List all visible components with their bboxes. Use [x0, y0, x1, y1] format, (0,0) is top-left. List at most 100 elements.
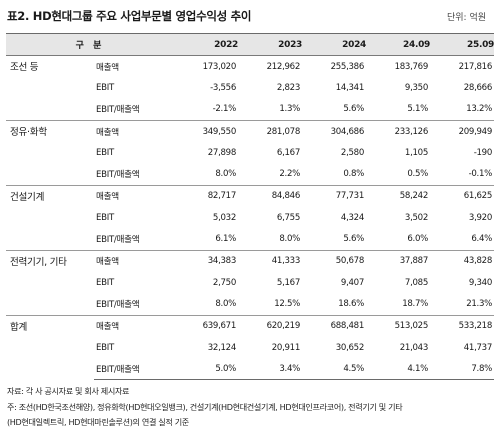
value-cell: 18.6%: [338, 298, 365, 309]
table-row: 건설기계 매출액 82,717 84,846 77,731 58,242 61,625: [6, 184, 495, 251]
table-row: 조선 등 매출액 173,020 212,962 255,386 183,769 217,8…: [6, 55, 495, 121]
value-cell: 9,407: [340, 277, 365, 288]
metric-label: 매출액: [94, 55, 175, 78]
metric-label: EBIT: [96, 342, 114, 353]
table-row: EBIT/매출액 8.0% 2.2% 0.8% 0.5% -0.1%: [6, 163, 494, 185]
value-cell: 7,085: [404, 277, 429, 288]
metric-label: EBIT/매출액: [96, 235, 140, 246]
value-cell: 212,962: [238, 55, 303, 78]
value-cell: 2.2%: [279, 169, 301, 180]
value-cell: 173,020: [174, 55, 239, 78]
value-cell: 20,911: [271, 342, 301, 353]
value-cell: 5.6%: [343, 104, 365, 115]
value-cell: 28,666: [463, 82, 493, 93]
footnote: (HD현대일렉트릭, HD현대마린솔루션)의 연결 실적 기준: [7, 417, 189, 427]
value-cell: 2,750: [212, 277, 237, 288]
value-cell: 43,828: [430, 249, 495, 272]
metric-label: EBIT/매출액: [96, 170, 140, 181]
value-cell: 7.8%: [430, 358, 495, 381]
segment-label: 조선 등: [6, 55, 94, 121]
metric-label: EBIT: [96, 212, 114, 223]
value-cell: -190: [473, 147, 493, 158]
value-cell: 0.5%: [407, 169, 429, 180]
segment-label: 정유·화학: [6, 119, 94, 186]
table-row: EBIT 5,032 6,755 4,324 3,502 3,920: [6, 207, 494, 228]
value-cell: 12.5%: [274, 298, 301, 309]
value-cell: 6.0%: [407, 234, 429, 245]
value-cell: 217,816: [430, 55, 495, 78]
value-cell: 61,625: [430, 184, 495, 208]
value-cell: 4.1%: [366, 358, 431, 381]
metric-label: EBIT/매출액: [96, 299, 140, 310]
value-cell: -0.1%: [468, 169, 493, 180]
header-year: 2024: [302, 33, 366, 56]
value-cell: 3,502: [404, 212, 429, 223]
value-cell: 14,341: [335, 82, 365, 93]
table-row: 전력기기, 기타 매출액 34,383 41,333 50,678 37,887 43,82…: [6, 249, 495, 316]
value-cell: 13.2%: [466, 104, 493, 115]
value-cell: -2.1%: [212, 104, 237, 115]
header-year: 25.09: [430, 33, 494, 56]
metric-label: EBIT: [96, 82, 114, 93]
source-note: 자료: 각 사 공시자료 및 회사 제시자료: [7, 386, 130, 396]
value-cell: 82,717: [174, 184, 239, 208]
table-row: EBIT/매출액 5.0% 3.4% 4.5% 4.1% 7.8%: [6, 358, 495, 381]
value-cell: 5,167: [276, 277, 301, 288]
data-table: 구 분 2022 2023 2024 24.09 25.09 조선 등 매출액 17…: [6, 33, 495, 381]
value-cell: 84,846: [238, 184, 303, 208]
value-cell: 8.0%: [215, 298, 237, 309]
header-year: 2022: [174, 33, 238, 56]
table-row: EBIT/매출액 -2.1% 1.3% 5.6% 5.1% 13.2%: [6, 99, 494, 121]
table-row: EBIT 2,750 5,167 9,407 7,085 9,340: [6, 272, 494, 293]
value-cell: 77,731: [302, 184, 367, 208]
value-cell: 2,823: [276, 82, 301, 93]
value-cell: 41,333: [238, 249, 303, 272]
value-cell: 27,898: [207, 147, 237, 158]
value-cell: 30,652: [335, 342, 365, 353]
table-row: EBIT/매출액 8.0% 12.5% 18.6% 18.7% 21.3%: [6, 293, 494, 315]
metric-label: 매출액: [94, 184, 175, 208]
value-cell: 5.0%: [174, 358, 239, 381]
segment-label: 전력기기, 기타: [6, 249, 94, 316]
table-title: 표2. HD현대그룹 주요 사업부문별 영업수익성 추이: [7, 9, 252, 23]
value-cell: 3.4%: [238, 358, 303, 381]
value-cell: 4.5%: [302, 358, 367, 381]
value-cell: 8.0%: [215, 169, 237, 180]
value-cell: 513,025: [366, 314, 431, 337]
value-cell: 21.3%: [466, 298, 493, 309]
metric-label: EBIT: [96, 277, 114, 288]
value-cell: 5.6%: [343, 234, 365, 245]
table-row: 정유·화학 매출액 349,550 281,078 304,686 233,126 209,…: [6, 119, 495, 186]
metric-label: EBIT/매출액: [96, 105, 140, 116]
value-cell: 32,124: [207, 342, 237, 353]
value-cell: 41,737: [463, 342, 493, 353]
value-cell: 209,949: [430, 119, 495, 143]
value-cell: 9,340: [468, 277, 493, 288]
segment-label: 합계: [6, 314, 94, 380]
header-year: 24.09: [366, 33, 430, 56]
value-cell: 1.3%: [279, 104, 301, 115]
value-cell: 3,920: [468, 212, 493, 223]
value-cell: 1,105: [404, 147, 429, 158]
value-cell: 21,043: [399, 342, 429, 353]
header-year: 2023: [238, 33, 302, 56]
metric-label: EBIT/매출액: [94, 358, 175, 381]
unit-label: 단위: 억원: [446, 13, 486, 23]
value-cell: 5,032: [212, 212, 237, 223]
value-cell: 0.8%: [343, 169, 365, 180]
value-cell: 2,580: [340, 147, 365, 158]
footnote: 주: 조선(HD한국조선해양), 정유화학(HD현대오일뱅크), 건설기계(HD…: [7, 401, 403, 412]
table-row: 합계 매출액 639,671 620,219 688,481 513,025 533,218: [6, 314, 495, 380]
value-cell: 4,324: [340, 212, 365, 223]
metric-label: 매출액: [94, 249, 175, 272]
notes: 자료: 각 사 공시자료 및 회사 제시자료 주: 조선(HD한국조선해양), …: [7, 384, 495, 431]
value-cell: 183,769: [366, 55, 431, 78]
value-cell: 6.1%: [215, 234, 237, 245]
metric-label: 매출액: [94, 119, 175, 143]
value-cell: 620,219: [238, 314, 303, 337]
value-cell: 50,678: [302, 249, 367, 272]
value-cell: 9,350: [404, 82, 429, 93]
segment-label: 건설기계: [6, 184, 94, 251]
value-cell: 304,686: [302, 119, 367, 143]
table-row: EBIT 32,124 20,911 30,652 21,043 41,737: [6, 337, 494, 358]
